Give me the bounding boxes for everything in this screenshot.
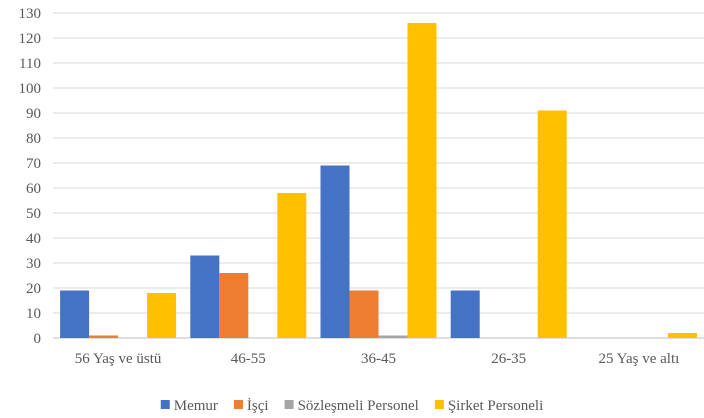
y-tick-label: 100 — [19, 81, 42, 97]
bar — [667, 333, 697, 338]
y-tick-label: 50 — [26, 206, 41, 222]
y-tick-label: 30 — [26, 256, 41, 272]
legend-swatch — [233, 400, 243, 409]
y-tick-label: 120 — [19, 31, 42, 47]
x-tick-label: 36-45 — [361, 351, 396, 367]
legend-label: Sözleşmeli Personel — [298, 398, 419, 414]
bar — [60, 290, 90, 338]
bar — [378, 335, 408, 338]
y-tick-label: 10 — [26, 306, 41, 322]
legend-label: Şirket Personeli — [448, 398, 543, 414]
bar — [537, 110, 567, 338]
x-tick-label: 25 Yaş ve altı — [598, 351, 679, 367]
bar — [89, 335, 119, 338]
gridlines — [53, 12, 704, 339]
y-tick-label: 130 — [19, 6, 42, 22]
y-tick-label: 80 — [26, 131, 41, 147]
y-tick-label: 110 — [19, 56, 41, 72]
legend: Memur İşçi Sözleşmeli Personel Şirket Perso… — [160, 398, 543, 414]
legend-label: Memur — [174, 398, 218, 414]
bar — [349, 290, 379, 338]
legend-swatch — [284, 400, 294, 409]
bar — [219, 273, 249, 338]
x-tick-label: 26-35 — [491, 351, 526, 367]
y-tick-label: 60 — [26, 181, 41, 197]
y-tick-label: 70 — [26, 156, 41, 172]
y-tick-label: 20 — [26, 281, 41, 297]
x-axis-labels: 56 Yaş ve üstü 46-55 36-45 26-35 25 Yaş ve a… — [75, 351, 680, 367]
bar — [277, 193, 307, 338]
y-tick-label: 90 — [26, 106, 41, 122]
bar — [407, 23, 437, 338]
bar — [190, 255, 220, 338]
bar — [320, 165, 350, 338]
y-tick-label: 40 — [26, 231, 41, 247]
y-axis-ticks: 0 10 20 30 40 50 60 70 80 90 100 110 120 130 — [19, 6, 42, 347]
legend-swatch — [160, 400, 170, 409]
bar — [450, 290, 480, 338]
x-tick-label: 46-55 — [231, 351, 266, 367]
x-tick-label: 56 Yaş ve üstü — [75, 351, 162, 367]
bar — [147, 293, 177, 338]
y-tick-label: 0 — [34, 331, 42, 347]
legend-label: İşçi — [247, 398, 269, 414]
legend-swatch — [434, 400, 444, 409]
bars — [60, 23, 697, 338]
